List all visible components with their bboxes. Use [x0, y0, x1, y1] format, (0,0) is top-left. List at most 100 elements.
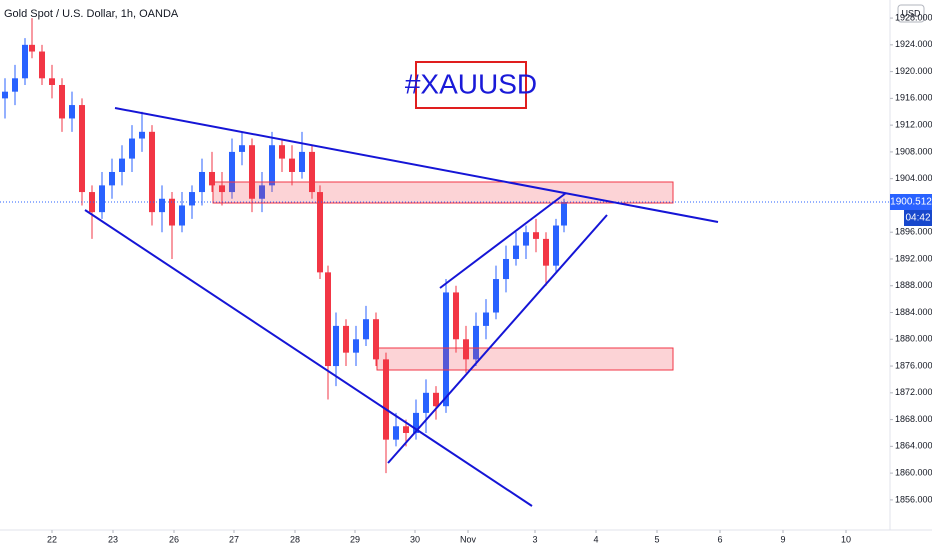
candle-body — [373, 319, 379, 360]
y-tick-label: 1908.000 — [895, 146, 932, 156]
candle-body — [523, 232, 529, 246]
candle-body — [533, 232, 539, 239]
countdown-tag — [904, 210, 932, 226]
candle-body — [299, 151, 305, 172]
y-tick-label: 1912.000 — [895, 120, 932, 130]
candle-body — [239, 145, 245, 152]
x-tick-label: 23 — [108, 534, 118, 544]
candle-body — [199, 171, 205, 193]
trendlines — [84, 107, 719, 507]
candle-body — [169, 198, 175, 226]
x-tick-label: 5 — [654, 534, 659, 544]
support-zone — [376, 347, 674, 371]
candle-body — [413, 412, 419, 433]
candle-body — [473, 325, 479, 360]
candle-body — [325, 272, 331, 367]
y-tick-label: 1864.000 — [895, 441, 932, 451]
candle-body — [159, 198, 165, 213]
plot-area — [2, 18, 567, 474]
x-tick-label: Nov — [460, 534, 477, 544]
candle-body — [269, 145, 275, 186]
trendline — [439, 192, 567, 289]
candle-body — [353, 339, 359, 353]
candle-body — [109, 171, 115, 186]
y-tick-label: 1860.000 — [895, 467, 932, 477]
candle-body — [29, 44, 35, 52]
x-tick-label: 10 — [841, 534, 851, 544]
candle-body — [249, 145, 255, 199]
candle-body — [49, 78, 55, 85]
candle-body — [179, 205, 185, 226]
y-tick-label: 1876.000 — [895, 360, 932, 370]
candle-body — [209, 171, 215, 186]
trendline — [84, 209, 533, 507]
y-tick-label: 1896.000 — [895, 227, 932, 237]
countdown: 04:42 — [905, 213, 930, 224]
candle-body — [561, 202, 567, 226]
x-tick-label: 29 — [350, 534, 360, 544]
trendline — [114, 107, 719, 223]
y-tick-label: 1904.000 — [895, 173, 932, 183]
annotation: #XAUUSD — [405, 68, 537, 99]
currency-button[interactable] — [897, 4, 925, 23]
candle-body — [553, 225, 559, 266]
candle-body — [229, 151, 235, 193]
candle-body — [12, 78, 18, 92]
candle-body — [309, 151, 315, 193]
x-tick-label: 6 — [717, 534, 722, 544]
candle-body — [139, 131, 145, 139]
trendline — [387, 214, 608, 464]
candle-body — [259, 185, 265, 199]
x-tick-label: 28 — [290, 534, 300, 544]
x-tick-label: 9 — [780, 534, 785, 544]
candle-body — [333, 325, 339, 367]
candle-body — [493, 279, 499, 313]
x-tick-label: 26 — [169, 534, 179, 544]
chart-title: Gold Spot / U.S. Dollar, 1h, OANDA — [4, 8, 179, 20]
candle-body — [2, 91, 8, 99]
y-tick-label: 1872.000 — [895, 387, 932, 397]
y-tick-label: 1928.000 — [895, 12, 932, 22]
price-tag — [890, 194, 932, 210]
annotation-box — [415, 61, 527, 109]
candle-body — [99, 185, 105, 213]
candle-body — [363, 319, 369, 340]
x-tick-label: 3 — [532, 534, 537, 544]
candle-body — [149, 131, 155, 213]
y-tick-label: 1916.000 — [895, 93, 932, 103]
candle-body — [443, 292, 449, 407]
candle-body — [129, 138, 135, 159]
x-tick-label: 22 — [47, 534, 57, 544]
candle-body — [22, 44, 28, 79]
y-tick-label: 1884.000 — [895, 307, 932, 317]
currency-label: USD — [901, 8, 921, 18]
candle-body — [513, 245, 519, 259]
candle-body — [59, 84, 65, 119]
candle-body — [279, 145, 285, 159]
candle-body — [69, 105, 75, 119]
candle-body — [119, 158, 125, 172]
y-tick-label: 1880.000 — [895, 334, 932, 344]
y-tick-label: 1920.000 — [895, 66, 932, 76]
candle-body — [219, 185, 225, 193]
price-tag-label: 1900.512 — [890, 197, 932, 208]
candle-body — [543, 238, 549, 266]
x-tick-label: 4 — [593, 534, 598, 544]
candle-body — [433, 392, 439, 407]
candle-body — [39, 51, 45, 79]
candle-body — [79, 105, 85, 193]
y-tick-label: 1868.000 — [895, 414, 932, 424]
candle-body — [393, 426, 399, 440]
resistance-zone — [212, 181, 674, 204]
candle-body — [403, 426, 409, 433]
candle-body — [317, 192, 323, 273]
candle-body — [423, 392, 429, 413]
x-tick-label: 30 — [410, 534, 420, 544]
candle-body — [503, 258, 509, 280]
candle-body — [343, 325, 349, 353]
candle-body — [383, 359, 389, 440]
x-tick-label: 27 — [229, 534, 239, 544]
candle-body — [453, 292, 459, 340]
